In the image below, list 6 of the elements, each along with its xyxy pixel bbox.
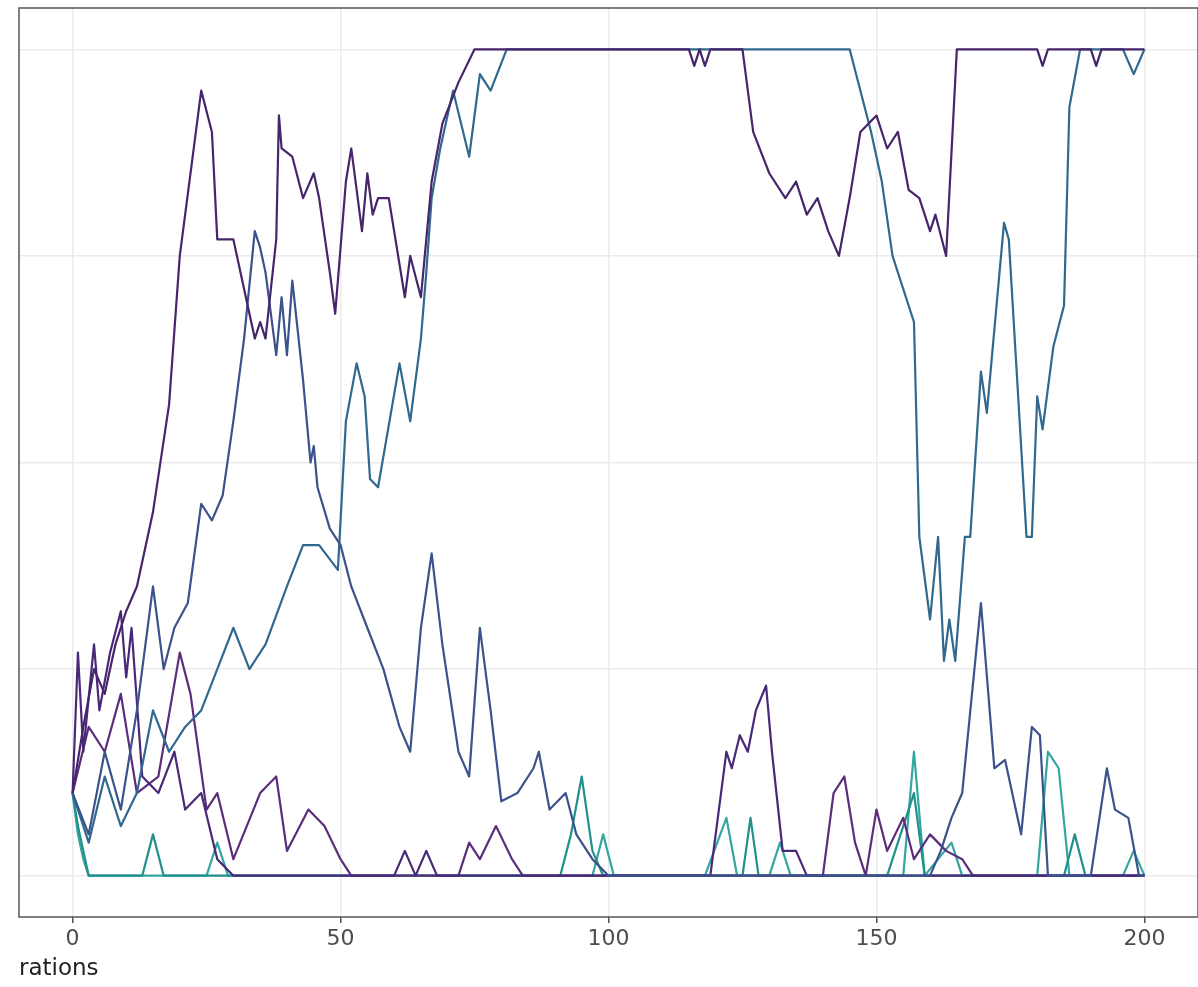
x-tick-label: 50 (326, 924, 355, 950)
x-tick-label: 0 (65, 924, 80, 950)
x-axis-title: rations (19, 954, 99, 981)
x-tick-label: 200 (1123, 924, 1166, 950)
x-tick-label: 150 (855, 924, 898, 950)
x-tick-label: 100 (587, 924, 630, 950)
